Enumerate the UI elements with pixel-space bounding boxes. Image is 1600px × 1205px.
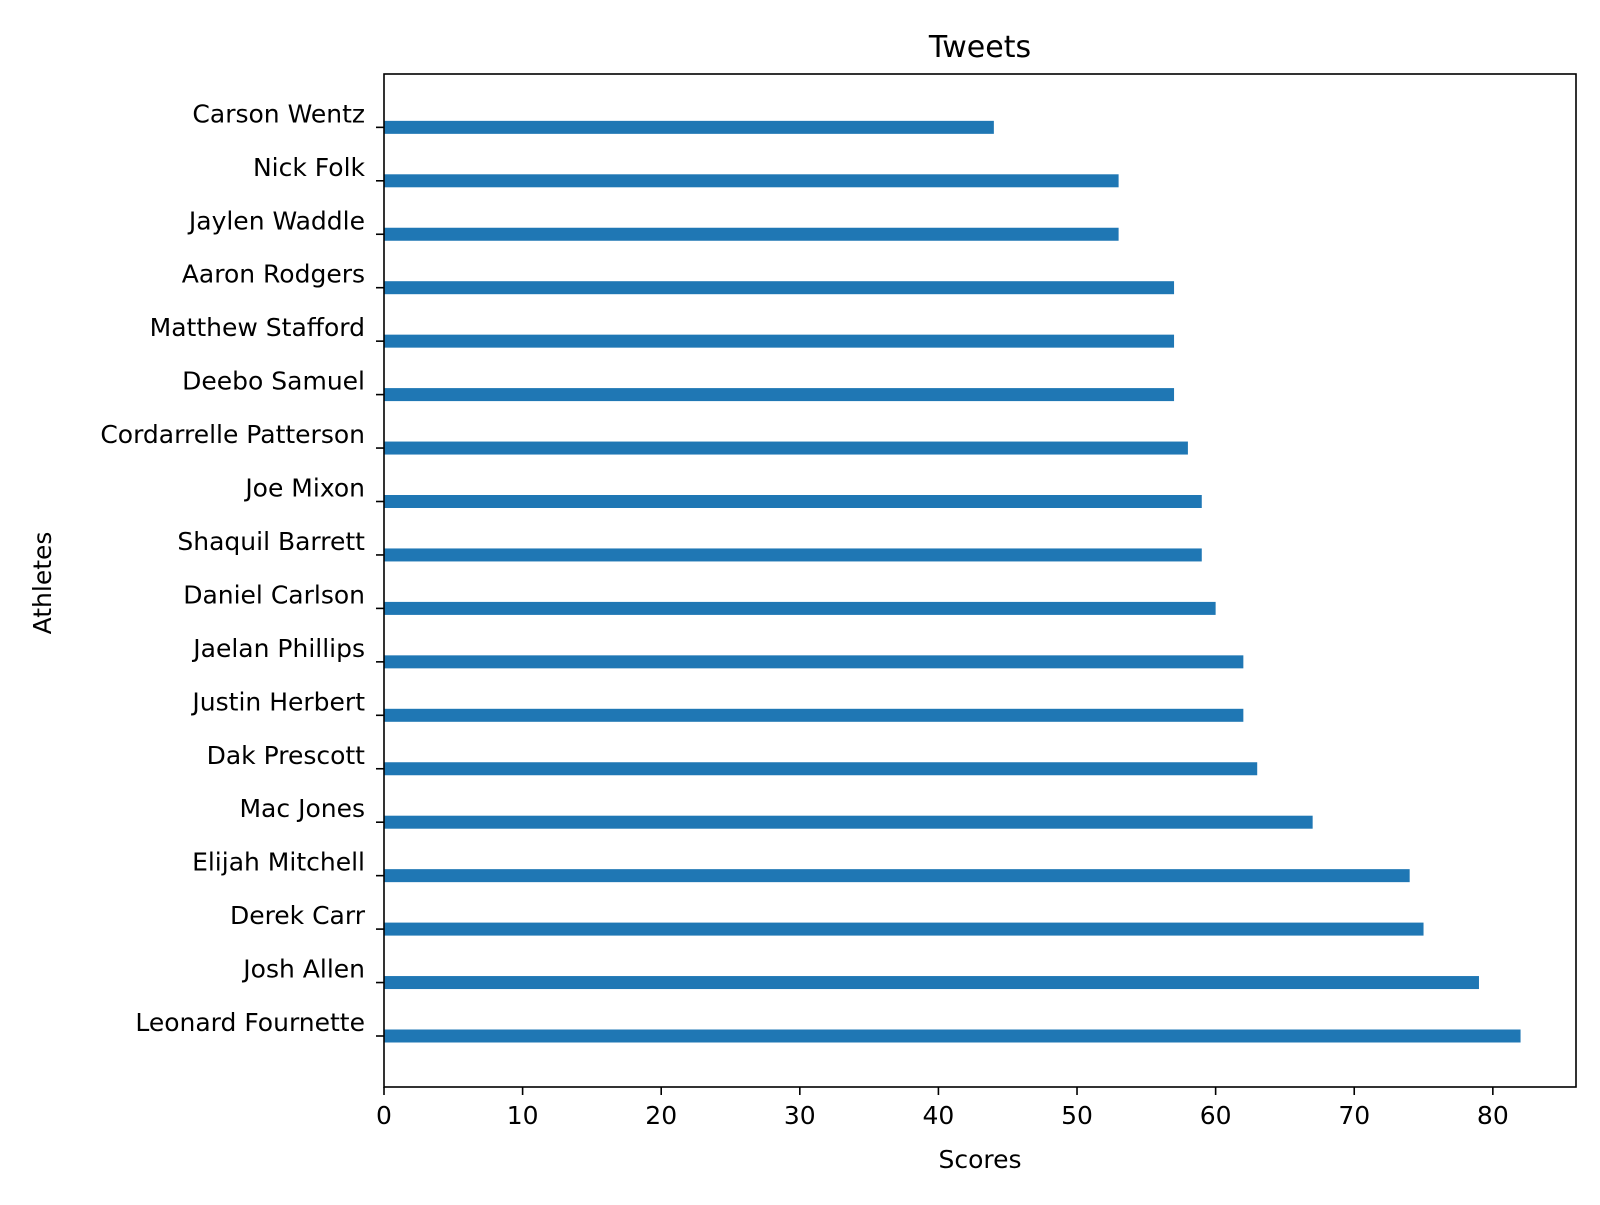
x-tick-label-5: 50 — [1061, 1101, 1093, 1130]
y-tick-label-15: Jaylen Waddle — [187, 206, 365, 235]
x-tick-label-7: 70 — [1338, 1101, 1370, 1130]
y-tick-label-0: Leonard Fournette — [135, 1008, 365, 1037]
bar-0 — [384, 1029, 1521, 1043]
x-tick-label-2: 20 — [645, 1101, 677, 1130]
bar-8 — [384, 601, 1216, 615]
bar-15 — [384, 227, 1119, 241]
y-tick-label-9: Shaquil Barrett — [177, 527, 365, 556]
bar-5 — [384, 762, 1258, 776]
y-tick-label-5: Dak Prescott — [207, 741, 366, 770]
bar-14 — [384, 281, 1175, 295]
bar-16 — [384, 174, 1119, 188]
bar-13 — [384, 334, 1175, 348]
bar-3 — [384, 869, 1410, 883]
plot-frame — [383, 73, 1577, 1088]
y-tick-label-2: Derek Carr — [230, 901, 366, 930]
y-tick-label-3: Elijah Mitchell — [192, 848, 365, 877]
y-tick-label-13: Matthew Stafford — [150, 313, 365, 342]
y-tick-label-12: Deebo Samuel — [182, 367, 365, 396]
y-tick-label-17: Carson Wentz — [192, 99, 365, 128]
bar-12 — [384, 388, 1175, 402]
bar-2 — [384, 922, 1424, 936]
y-tick-label-4: Mac Jones — [239, 794, 365, 823]
bar-4 — [384, 815, 1313, 829]
y-axis-label: Athletes — [28, 532, 57, 635]
x-tick-label-6: 60 — [1200, 1101, 1232, 1130]
bars-group — [384, 120, 1521, 1043]
bar-10 — [384, 495, 1202, 508]
x-axis-label: Scores — [938, 1145, 1021, 1174]
x-tick-label-1: 10 — [507, 1101, 539, 1130]
x-tick-label-3: 30 — [784, 1101, 816, 1130]
x-tick-label-4: 40 — [923, 1101, 955, 1130]
bar-11 — [384, 441, 1188, 455]
y-tick-label-6: Justin Herbert — [190, 687, 365, 716]
bar-7 — [384, 655, 1244, 669]
y-tick-label-7: Jaelan Phillips — [191, 634, 365, 663]
chart-title: Tweets — [928, 30, 1031, 65]
y-tick-label-16: Nick Folk — [253, 153, 366, 182]
bar-6 — [384, 708, 1244, 722]
y-ticks-group: Leonard Fournette Josh Allen Derek Carr Eli… — [100, 99, 384, 1037]
bar-1 — [384, 976, 1479, 990]
bar-17 — [384, 120, 994, 134]
bar-9 — [384, 548, 1202, 562]
x-tick-label-8: 80 — [1477, 1101, 1509, 1130]
y-tick-label-10: Joe Mixon — [243, 474, 365, 503]
x-ticks-group: 0 10 20 30 40 50 60 70 80 — [376, 1087, 1509, 1130]
y-tick-label-1: Josh Allen — [241, 955, 365, 984]
y-tick-label-11: Cordarrelle Patterson — [100, 420, 365, 449]
y-tick-label-8: Daniel Carlson — [183, 580, 365, 609]
x-tick-label-0: 0 — [376, 1101, 392, 1130]
y-tick-label-14: Aaron Rodgers — [182, 260, 365, 289]
